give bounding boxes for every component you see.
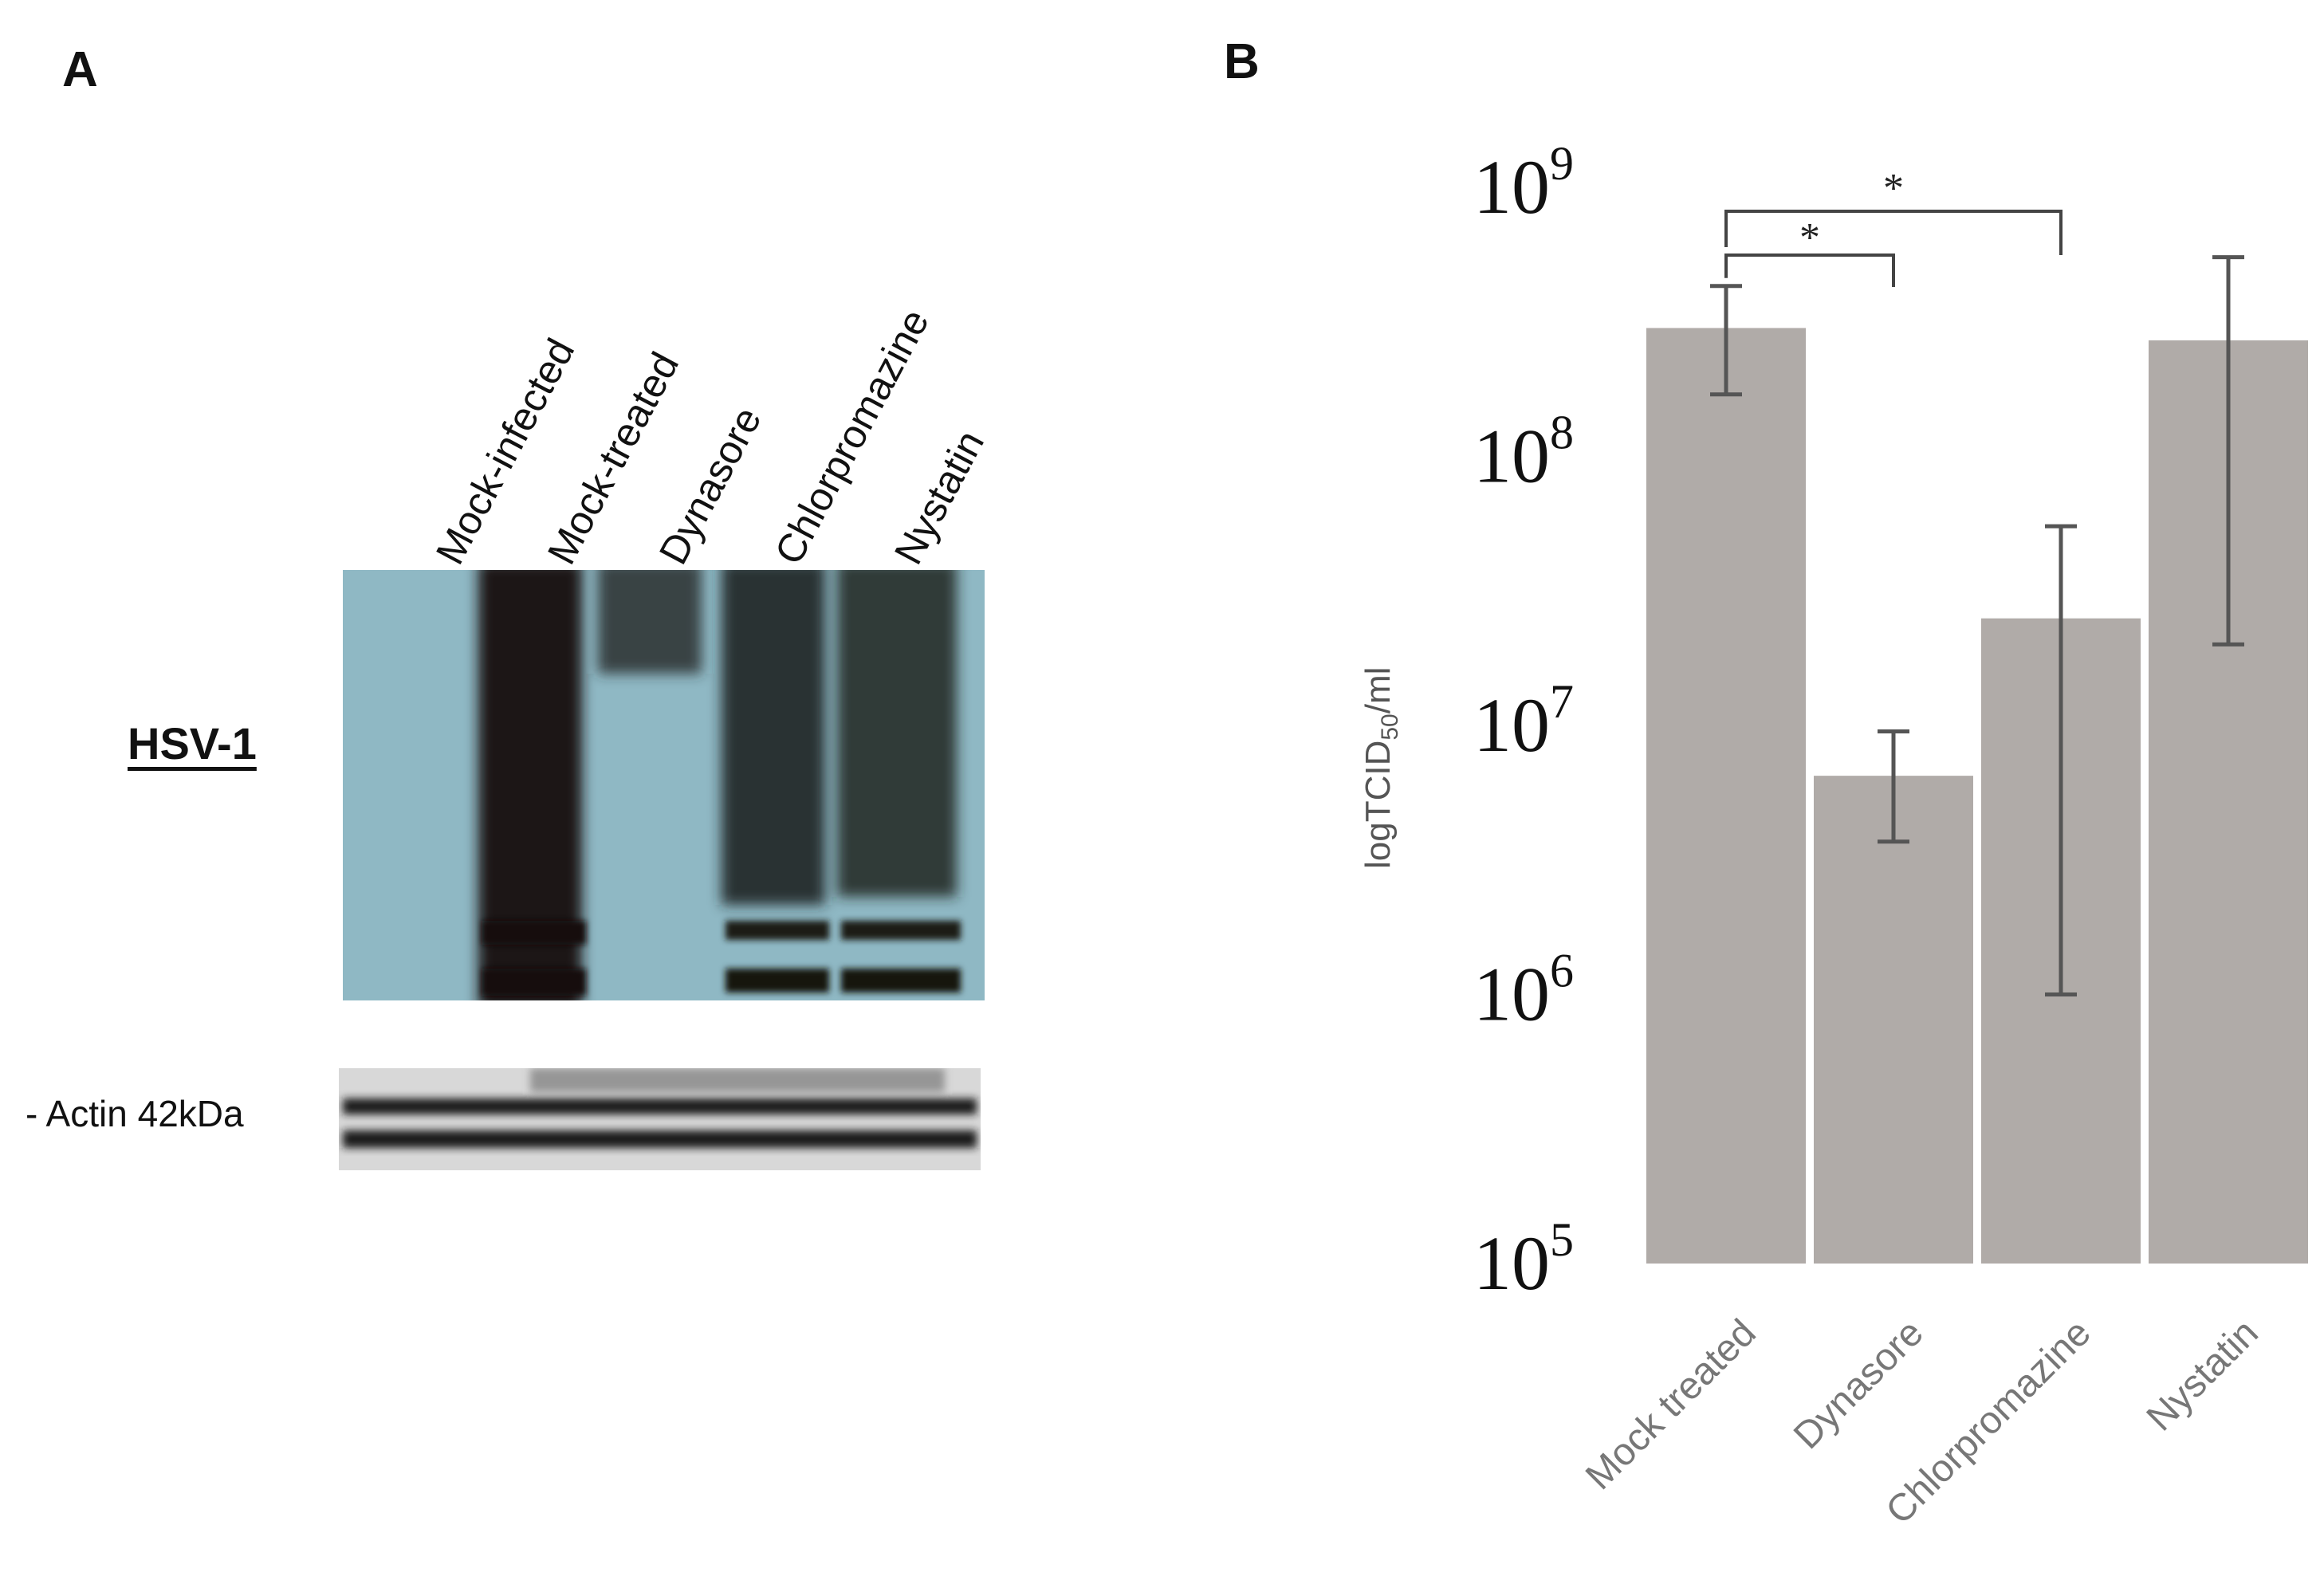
lane-label-nystatin: Nystatin: [885, 423, 993, 572]
x-tick-label-nystatin: Nystatin: [2139, 1311, 2267, 1439]
significance-group: * *: [1724, 166, 2063, 287]
actin-label: - Actin 42kDa: [26, 1093, 244, 1134]
band-chlorpromazine-lower: [726, 921, 829, 940]
significance-mark-chlorpromazine: *: [1883, 166, 1904, 211]
y-tick-exponent: 8: [1550, 407, 1574, 459]
band-mock-treated-lower: [482, 921, 586, 945]
y-axis-label-subscript: 50: [1377, 713, 1403, 740]
y-axis-label-main: logTCID: [1359, 741, 1398, 869]
actin-band-lower: [343, 1130, 977, 1148]
y-tick-label-1e8: 108: [1473, 407, 1574, 499]
y-tick-label-1e5: 105: [1473, 1213, 1574, 1306]
x-tick-label-mock-treated: Mock treated: [1578, 1311, 1764, 1498]
band-mock-treated-bottom: [482, 969, 586, 996]
y-tick-exponent: 9: [1550, 137, 1574, 190]
actin-blot-image: [339, 1068, 981, 1170]
lane-nystatin-smear: [837, 570, 957, 897]
y-tick-base: 10: [1473, 682, 1550, 768]
band-nystatin-lower: [841, 921, 961, 940]
error-bars-group: [1710, 255, 2244, 996]
y-tick-label-1e6: 106: [1473, 945, 1574, 1037]
y-tick-base: 10: [1473, 414, 1550, 499]
x-tick-label-dynasore: Dynasore: [1786, 1311, 1932, 1457]
significance-bracket-dynasore: [1724, 254, 1895, 287]
panel-b-letter: B: [1224, 34, 1260, 89]
bar-mock-treated: [1646, 328, 1806, 1264]
band-chlorpromazine-bottom: [726, 969, 829, 992]
error-bar-chlorpromazine: [2045, 524, 2077, 996]
y-axis-label: logTCID50/ml: [1359, 667, 1403, 869]
y-tick-base: 10: [1473, 144, 1550, 230]
lane-chlorpromazine-smear: [722, 570, 825, 905]
y-axis-label-tail: /ml: [1359, 667, 1398, 714]
bars-group: [1646, 328, 2308, 1264]
y-tick-exponent: 6: [1550, 945, 1574, 997]
error-bar-mock-treated: [1710, 284, 1742, 397]
hsv-1-blot-image: [343, 570, 985, 1000]
error-bar-nystatin: [2212, 255, 2244, 647]
y-tick-base: 10: [1473, 1220, 1550, 1306]
hsv-1-label: HSV-1: [128, 718, 257, 768]
significance-bracket-chlorpromazine: [1724, 210, 2063, 255]
y-tick-exponent: 5: [1550, 1213, 1574, 1266]
error-bar-dynasore: [1878, 729, 1909, 844]
lane-dynasore-smear: [598, 570, 702, 674]
actin-band-upper: [343, 1099, 977, 1114]
y-tick-label-1e7: 107: [1473, 675, 1574, 768]
significance-mark-dynasore: *: [1799, 215, 1820, 261]
y-tick-exponent: 7: [1550, 675, 1574, 728]
panel-a-letter: A: [62, 42, 98, 97]
y-tick-base: 10: [1473, 952, 1550, 1037]
y-tick-label-1e9: 109: [1473, 137, 1574, 230]
actin-smear-top: [530, 1068, 945, 1092]
band-nystatin-bottom: [841, 969, 961, 992]
lane-label-dynasore: Dynasore: [650, 399, 770, 572]
panel-a: A Mock-infected Mock-treated Dynasore Ch…: [0, 0, 1116, 1580]
bar-dynasore: [1814, 776, 1973, 1264]
